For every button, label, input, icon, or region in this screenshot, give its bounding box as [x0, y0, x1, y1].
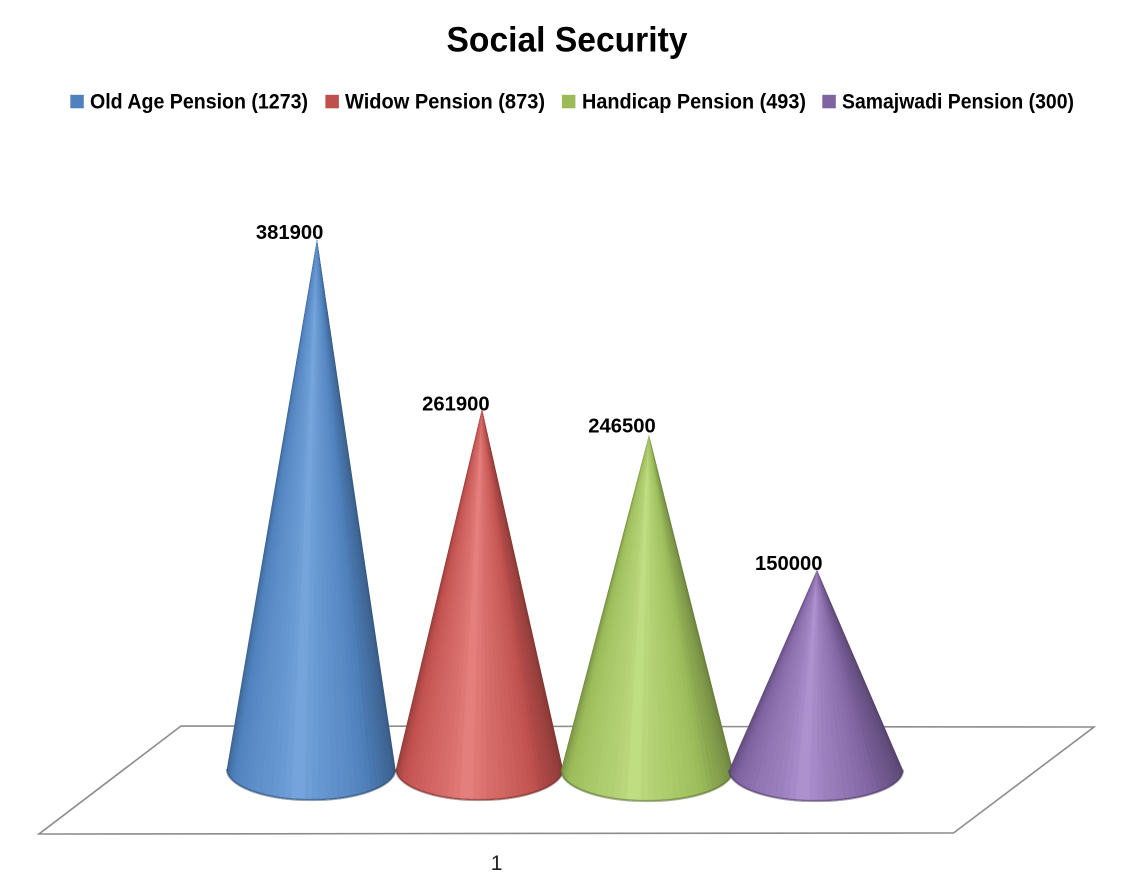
svg-text:Old Age Pension (1273): Old Age Pension (1273) [90, 90, 308, 113]
svg-text:Samajwadi Pension (300): Samajwadi Pension (300) [842, 90, 1074, 113]
svg-text:Widow Pension (873): Widow Pension (873) [345, 90, 545, 113]
svg-text:Handicap Pension (493): Handicap Pension (493) [582, 90, 806, 113]
svg-text:381900: 381900 [256, 222, 324, 244]
svg-text:261900: 261900 [422, 394, 490, 416]
svg-text:150000: 150000 [755, 553, 823, 575]
svg-text:Social Security: Social Security [447, 20, 688, 60]
svg-text:246500: 246500 [588, 416, 656, 438]
svg-text:1: 1 [491, 852, 503, 875]
